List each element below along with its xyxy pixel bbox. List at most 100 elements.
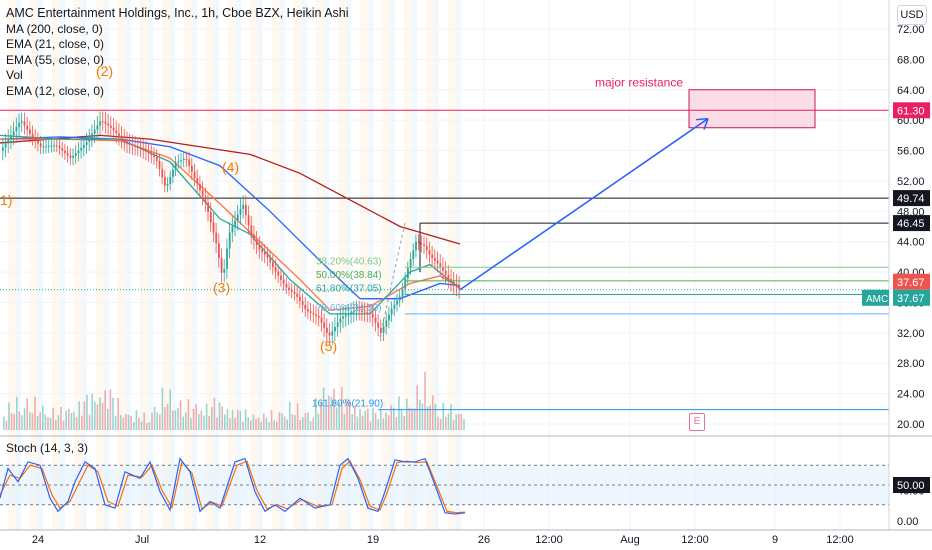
volume-bar — [393, 407, 395, 430]
volume-bar — [385, 412, 387, 430]
volume-bar — [195, 404, 197, 430]
candle-body — [272, 262, 274, 268]
legend-ema55[interactable]: EMA (55, close, 0) — [6, 52, 105, 67]
candle-body — [209, 212, 212, 223]
time-tick-label: 19 — [367, 534, 379, 546]
projection-arrow-line — [459, 117, 709, 291]
volume-bars — [3, 371, 465, 430]
volume-bar — [226, 409, 229, 430]
legend-vol[interactable]: Vol — [6, 68, 23, 83]
stoch-tag: 50.00 — [897, 480, 925, 492]
volume-bar — [127, 414, 130, 430]
fib-label: 38.20%(40.63) — [316, 256, 382, 267]
volume-bar — [130, 416, 132, 430]
volume-bar — [231, 409, 234, 430]
candle-body — [334, 326, 336, 332]
volume-bar — [416, 385, 418, 430]
volume-bar — [122, 417, 125, 430]
candle-body — [7, 139, 10, 144]
candle-body — [201, 190, 204, 197]
time-axis[interactable]: 24 Jul 12 19 26 12:00 Aug 12:00 9 12:00 — [32, 534, 854, 546]
projection-arrow[interactable] — [459, 117, 709, 291]
time-tick-label: 12:00 — [826, 534, 854, 546]
session-stripe — [228, 0, 236, 530]
volume-bar — [387, 415, 390, 430]
stoch-k-line — [0, 457, 466, 515]
price-tag-bg — [893, 190, 930, 207]
volume-bar — [83, 401, 86, 430]
volume-bar — [364, 410, 366, 430]
volume-bar — [179, 400, 182, 430]
volume-bar — [185, 412, 187, 430]
session-stripe — [148, 0, 153, 530]
legend-ma200[interactable]: MA (200, close, 0) — [6, 21, 103, 36]
price-axis[interactable]: 20.0024.0028.0032.0036.0040.0044.0048.00… — [888, 0, 925, 530]
session-stripe — [456, 0, 461, 530]
candle-body — [331, 331, 334, 336]
volume-bar — [117, 398, 119, 430]
volume-bar — [200, 410, 203, 430]
candle-body — [358, 310, 361, 312]
candle-body — [309, 311, 312, 313]
candle-body — [336, 322, 339, 327]
session-stripe — [104, 0, 109, 530]
volume-bar — [125, 413, 127, 430]
volume-bar — [242, 421, 244, 430]
candle-body — [450, 278, 452, 282]
volume-bar — [42, 405, 44, 430]
volume-bar — [447, 413, 450, 430]
candle-body — [53, 145, 56, 147]
wave-label: (4) — [222, 159, 239, 175]
volume-bar — [367, 408, 369, 430]
volume-bar — [224, 414, 226, 430]
candle-body — [196, 177, 199, 185]
candle-body — [220, 257, 223, 273]
candle-body — [228, 232, 231, 249]
session-stripe — [302, 0, 307, 530]
candle-body — [293, 291, 296, 294]
volume-bar — [31, 413, 34, 430]
session-stripe — [346, 0, 351, 530]
volume-bar — [13, 414, 15, 430]
volume-bar — [372, 408, 374, 430]
session-stripe — [60, 0, 65, 530]
legend-ema21[interactable]: EMA (21, close, 0) — [6, 37, 105, 52]
candle-body — [137, 146, 139, 148]
volume-bar — [26, 398, 28, 430]
volume-bar — [346, 398, 348, 430]
volume-bar — [257, 417, 260, 430]
volume-bar — [252, 414, 255, 430]
candle-body — [253, 234, 255, 240]
candle-body — [77, 150, 80, 154]
session-stripe — [118, 0, 126, 530]
fib-label: 50.00%(38.84) — [316, 270, 382, 281]
candle-body — [88, 137, 91, 142]
candle-body — [269, 257, 272, 263]
volume-bar — [60, 406, 62, 430]
volume-bar — [164, 407, 166, 430]
candle-body — [185, 158, 188, 160]
price-tick-label: 24.00 — [897, 389, 925, 401]
volume-bar — [354, 406, 356, 430]
candle-body — [347, 313, 350, 316]
session-stripe — [8, 0, 16, 530]
volume-bar — [374, 412, 377, 430]
candle-body — [439, 263, 442, 267]
candle-body — [447, 274, 450, 279]
candle-body — [304, 305, 307, 310]
price-tick-label: 72.00 — [897, 24, 925, 36]
earnings-badge[interactable]: E — [689, 413, 705, 431]
candle-body — [223, 269, 226, 273]
stoch-legend[interactable]: Stoch (14, 3, 3) — [6, 441, 89, 455]
currency-button[interactable]: USD — [897, 5, 927, 25]
legend-ema12[interactable]: EMA (12, close, 0) — [6, 83, 105, 98]
volume-bar — [99, 397, 101, 430]
candle-body — [361, 310, 363, 312]
volume-bar — [247, 417, 249, 430]
candle-body — [436, 260, 439, 264]
volume-bar — [86, 394, 88, 430]
candle-body — [350, 312, 353, 314]
volume-bar — [315, 398, 317, 430]
volume-bar — [437, 416, 439, 430]
